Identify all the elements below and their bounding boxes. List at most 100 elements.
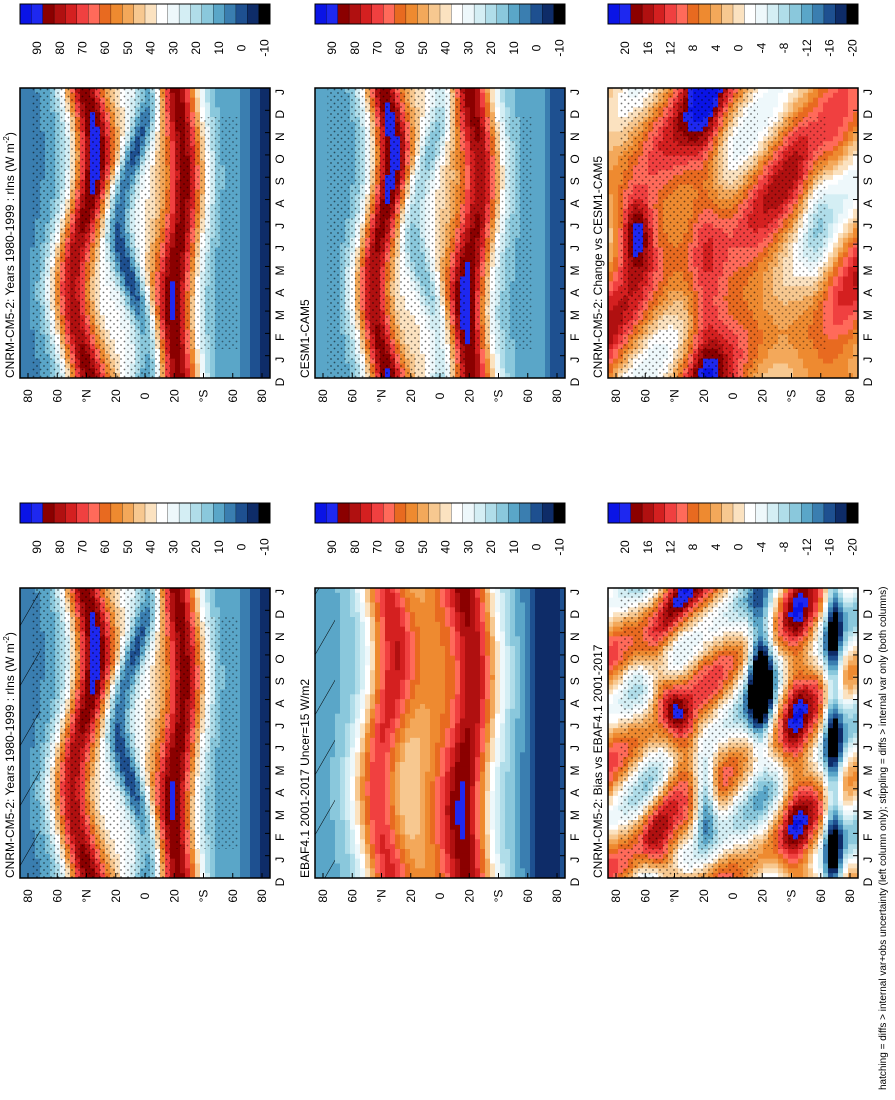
cell bbox=[400, 694, 406, 700]
cell bbox=[420, 873, 426, 879]
cell bbox=[460, 636, 466, 642]
cell bbox=[450, 781, 456, 787]
cell bbox=[260, 805, 266, 811]
cell bbox=[395, 766, 401, 773]
cell bbox=[335, 699, 341, 705]
cell bbox=[420, 776, 426, 782]
cell bbox=[375, 636, 381, 642]
cell bbox=[360, 694, 366, 700]
cell bbox=[170, 650, 176, 657]
cell bbox=[425, 689, 431, 695]
cell bbox=[405, 626, 411, 632]
cell bbox=[340, 863, 346, 869]
cell bbox=[170, 655, 176, 661]
cell bbox=[260, 646, 266, 652]
cell bbox=[410, 776, 416, 782]
cell bbox=[450, 694, 456, 700]
cell bbox=[245, 733, 251, 739]
cell bbox=[235, 670, 241, 676]
cell bbox=[180, 607, 186, 613]
cell bbox=[340, 665, 346, 671]
cell bbox=[375, 641, 381, 647]
cell bbox=[255, 723, 261, 729]
cell bbox=[415, 795, 421, 802]
cell bbox=[235, 844, 241, 850]
cell bbox=[335, 863, 341, 869]
cell bbox=[255, 607, 261, 613]
stipple-region bbox=[175, 617, 238, 849]
cell bbox=[195, 873, 201, 879]
cell bbox=[335, 800, 341, 806]
cell bbox=[365, 602, 371, 608]
cell bbox=[400, 708, 406, 715]
cell bbox=[240, 737, 246, 744]
cell bbox=[430, 655, 436, 661]
cell bbox=[260, 708, 266, 715]
cell bbox=[435, 786, 441, 792]
cell bbox=[395, 839, 401, 845]
cell bbox=[440, 728, 446, 734]
cell bbox=[415, 718, 421, 724]
cell bbox=[245, 776, 251, 782]
cell bbox=[410, 675, 416, 681]
cell bbox=[395, 820, 401, 826]
cell bbox=[390, 641, 396, 647]
month-label: J bbox=[273, 857, 287, 863]
cell bbox=[200, 602, 206, 608]
month-label: J bbox=[273, 723, 287, 729]
cell bbox=[435, 781, 441, 787]
cell bbox=[375, 786, 381, 792]
cell bbox=[255, 810, 261, 816]
cell bbox=[410, 689, 416, 695]
colorbar-swatch bbox=[213, 502, 225, 524]
month-label: M bbox=[273, 765, 287, 775]
cell bbox=[455, 849, 461, 855]
cell bbox=[260, 641, 266, 647]
cell bbox=[385, 820, 391, 826]
cell bbox=[455, 752, 461, 758]
cell bbox=[240, 834, 246, 840]
cell bbox=[345, 858, 351, 864]
cell bbox=[355, 824, 361, 831]
cell bbox=[170, 660, 176, 666]
cell bbox=[380, 684, 386, 690]
cell bbox=[440, 694, 446, 700]
cell bbox=[265, 766, 271, 773]
cell bbox=[235, 646, 241, 652]
cell bbox=[455, 868, 461, 874]
cell bbox=[360, 747, 366, 753]
cell bbox=[250, 646, 256, 652]
cell bbox=[245, 824, 251, 831]
cell bbox=[245, 689, 251, 695]
cell bbox=[395, 655, 401, 661]
cell bbox=[430, 800, 436, 806]
cell bbox=[425, 655, 431, 661]
cell bbox=[255, 641, 261, 647]
cell bbox=[415, 742, 421, 748]
cell bbox=[335, 612, 341, 618]
cell bbox=[385, 781, 391, 787]
cell bbox=[200, 849, 206, 855]
month-label: A bbox=[273, 700, 287, 708]
cell bbox=[435, 829, 441, 835]
cell bbox=[210, 597, 216, 603]
cell bbox=[355, 737, 361, 744]
cell bbox=[355, 742, 361, 748]
cell bbox=[255, 824, 261, 831]
cell bbox=[245, 612, 251, 618]
cell bbox=[445, 733, 451, 739]
cell bbox=[235, 718, 241, 724]
panel-title: CNRM-CM5-2: Years 1980-1999 : rlns (W m-… bbox=[2, 632, 17, 878]
cell bbox=[450, 631, 456, 637]
cell bbox=[385, 723, 391, 729]
cell bbox=[340, 588, 346, 594]
cell bbox=[360, 621, 366, 628]
cell bbox=[410, 742, 416, 748]
cell bbox=[250, 588, 256, 594]
cell bbox=[205, 863, 211, 869]
cell bbox=[395, 718, 401, 724]
cell bbox=[365, 868, 371, 874]
cell bbox=[410, 800, 416, 806]
cell bbox=[350, 805, 356, 811]
cell bbox=[235, 689, 241, 695]
